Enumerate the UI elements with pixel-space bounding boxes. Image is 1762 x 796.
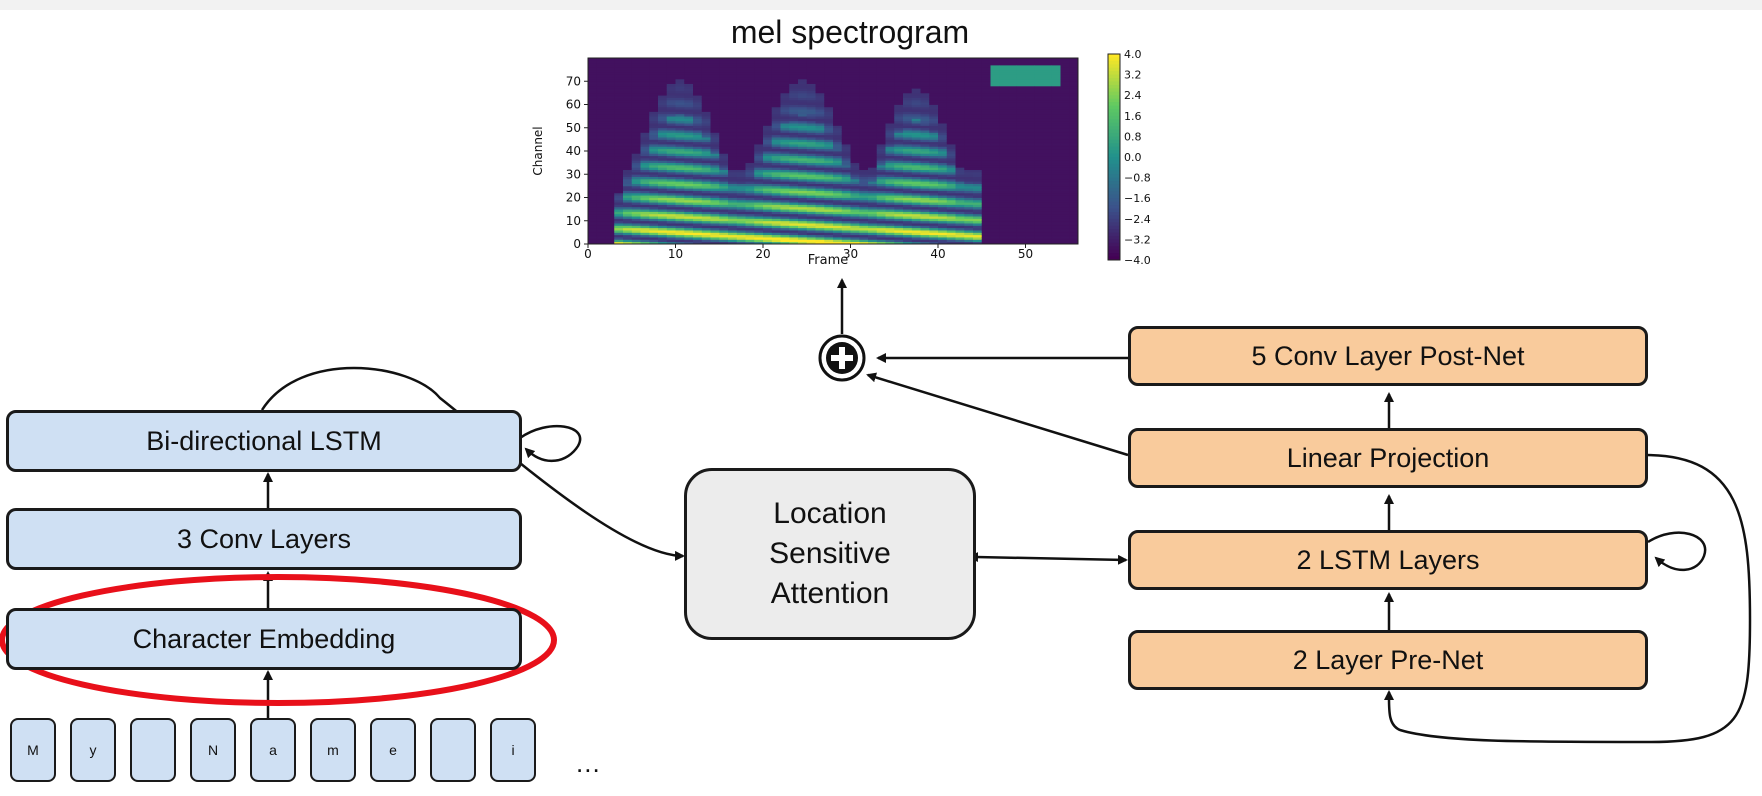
char-label: N (207, 742, 219, 758)
char-box-1: M (10, 718, 56, 782)
y-axis-label: Channel (531, 126, 545, 175)
colorbar-tick-label: 3.2 (1124, 69, 1142, 82)
y-tick-label: 60 (566, 98, 581, 112)
char-box-5: a (250, 718, 296, 782)
x-tick-label: 0 (584, 247, 592, 261)
char-box-6: m (310, 718, 356, 782)
linear-projection-box: Linear Projection (1128, 428, 1648, 488)
colorbar-tick-label: 0.0 (1124, 151, 1142, 164)
bidirectional-lstm-label: Bi-directional LSTM (146, 425, 382, 456)
attention-line2: Sensitive (769, 537, 891, 570)
character-embedding-label: Character Embedding (132, 623, 396, 654)
prenet-box: 2 Layer Pre-Net (1128, 630, 1648, 690)
encoder-lstm-self-loop (519, 424, 582, 463)
char-box-3 (130, 718, 176, 782)
char-label: y (89, 742, 97, 758)
char-box-4: N (190, 718, 236, 782)
y-tick-label: 30 (566, 167, 581, 181)
colorbar-tick-label: 2.4 (1124, 89, 1142, 102)
character-embedding-box: Character Embedding (6, 608, 522, 670)
decoder-lstm-label: 2 LSTM Layers (1296, 544, 1480, 575)
colorbar-tick-label: 4.0 (1124, 48, 1142, 61)
spectrogram-heatmap (588, 58, 1079, 245)
x-axis-label: Frame (808, 253, 849, 268)
spectrogram-title: mel spectrogram (730, 14, 970, 50)
plus-circle-icon (818, 334, 866, 382)
char-label: i (511, 742, 515, 758)
char-label: M (27, 742, 39, 758)
decoder-lstm-box: 2 LSTM Layers (1128, 530, 1648, 590)
arrow-projection-to-sum (866, 372, 1129, 457)
postnet-box: 5 Conv Layer Post-Net (1128, 326, 1648, 386)
x-tick-label: 40 (930, 247, 945, 261)
y-tick-label: 40 (566, 144, 581, 158)
char-label: a (269, 742, 277, 758)
prenet-label: 2 Layer Pre-Net (1292, 644, 1484, 675)
arrow-projection-feedback (1383, 453, 1752, 744)
char-box-7: e (370, 718, 416, 782)
attention-line1: Location (773, 497, 887, 530)
char-box-9: i (490, 718, 536, 782)
top-strip (0, 0, 1762, 10)
colorbar-tick-label: −4.0 (1124, 254, 1151, 267)
char-box-2: y (70, 718, 116, 782)
char-box-8 (430, 718, 476, 782)
colorbar-tick-label: −2.4 (1124, 213, 1151, 226)
arrow-lstm-to-attention (260, 366, 685, 561)
y-tick-label: 0 (573, 237, 581, 251)
highlight-ellipse (0, 574, 557, 706)
conv-layers-box: 3 Conv Layers (6, 508, 522, 570)
char-label: m (327, 742, 339, 758)
x-tick-label: 30 (843, 247, 858, 261)
x-tick-label: 50 (1018, 247, 1033, 261)
x-tick-label: 20 (755, 247, 770, 261)
bidirectional-lstm-box: Bi-directional LSTM (6, 410, 522, 472)
y-tick-label: 70 (566, 74, 581, 88)
mel-spectrogram-plot: 0 10 20 30 40 50 0 10 20 30 40 50 60 70 Frame Channe… (531, 48, 1151, 268)
colorbar-tick-label: −0.8 (1124, 172, 1151, 185)
ellipsis: ... (576, 748, 601, 778)
linear-projection-label: Linear Projection (1286, 442, 1490, 473)
colorbar-tick-label: 0.8 (1124, 130, 1142, 143)
postnet-label: 5 Conv Layer Post-Net (1251, 340, 1525, 371)
colorbar (1107, 53, 1121, 261)
location-sensitive-attention-box: Location Sensitive Attention (684, 468, 976, 640)
x-tick-label: 10 (668, 247, 683, 261)
y-tick-label: 50 (566, 121, 581, 135)
decoder-lstm-self-loop (1647, 531, 1707, 572)
colorbar-tick-label: 1.6 (1124, 110, 1142, 123)
arrow-attention-decoder-lstm (968, 552, 1128, 565)
colorbar-tick-label: −3.2 (1124, 233, 1151, 246)
conv-layers-label: 3 Conv Layers (176, 523, 352, 554)
colorbar-tick-label: −1.6 (1124, 192, 1151, 205)
y-tick-label: 20 (566, 191, 581, 205)
char-label: e (389, 742, 397, 758)
y-tick-label: 10 (566, 214, 581, 228)
attention-line3: Attention (770, 577, 890, 610)
